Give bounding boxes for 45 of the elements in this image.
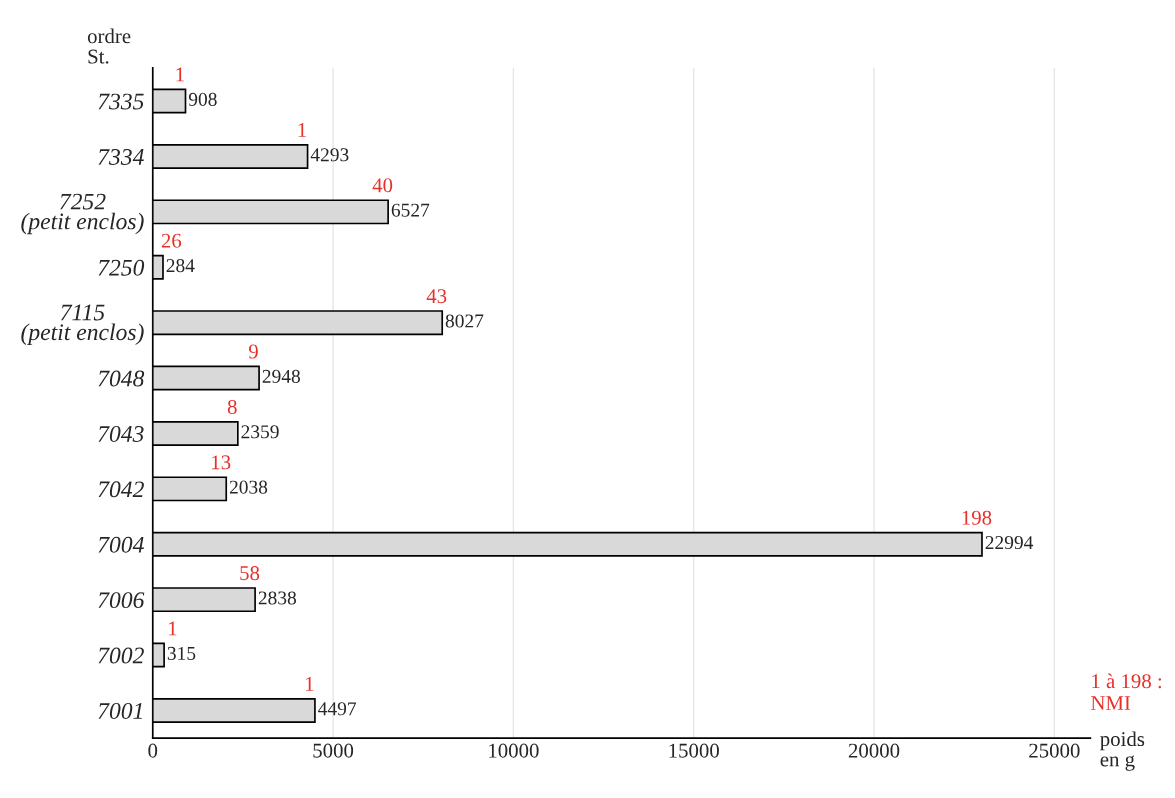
annotation: 58	[240, 566, 260, 581]
x-tick-label: 5000	[313, 743, 354, 758]
annotation: 13	[212, 455, 231, 470]
data-label: 4293	[310, 148, 349, 162]
x-tick-label: 20000	[848, 743, 900, 758]
annotation: 9	[248, 344, 258, 359]
y-tick-label: 7115 (petit enclos)	[21, 304, 144, 345]
data-label: 2948	[262, 369, 300, 383]
y-tick-label: 7250	[98, 259, 145, 276]
y-tick-label: 7334	[98, 149, 144, 165]
annotation: 8	[227, 399, 237, 414]
data-label: 2038	[229, 480, 268, 494]
data-label: 2838	[258, 591, 297, 605]
y-tick-label: 7042	[98, 481, 144, 498]
data-label: 22994	[985, 536, 1034, 550]
annotation: 1	[176, 67, 184, 82]
y-tick-label: 7048	[98, 370, 145, 387]
annotation: 40	[372, 178, 393, 193]
data-label: 908	[188, 92, 217, 106]
text: 1 à 198 : NMI	[1091, 673, 1162, 710]
y-tick-label: 7043	[98, 425, 144, 442]
data-label: 315	[167, 646, 196, 660]
y-tick-label: 7001	[98, 702, 142, 719]
x-axis-title: poids en g	[1100, 731, 1145, 771]
data-label: 284	[166, 259, 195, 273]
y-tick-label: 7006	[98, 592, 145, 609]
y-tick-label: 7252 (petit enclos)	[21, 193, 144, 235]
x-tick-label: 25000	[1029, 743, 1080, 758]
data-label: 6527	[391, 203, 430, 217]
annotation: 1	[306, 676, 314, 691]
y-tick-label: 7004	[98, 536, 144, 553]
data-label: 2359	[241, 425, 279, 439]
x-tick-label: 0	[148, 743, 158, 758]
y-tick-label: 7335	[98, 93, 144, 110]
x-tick-label: 10000	[489, 743, 539, 758]
data-label: 4497	[318, 702, 357, 716]
annotation: 1	[298, 123, 306, 137]
annotation: 26	[161, 233, 182, 248]
x-tick-label: 15000	[669, 743, 719, 758]
y-axis-title: ordre St.	[87, 28, 131, 64]
annotation: 43	[426, 289, 447, 304]
annotation: 198	[962, 510, 992, 525]
annotation: 1	[169, 621, 177, 636]
y-tick-label: 7002	[98, 647, 144, 664]
data-label: 8027	[445, 314, 484, 328]
